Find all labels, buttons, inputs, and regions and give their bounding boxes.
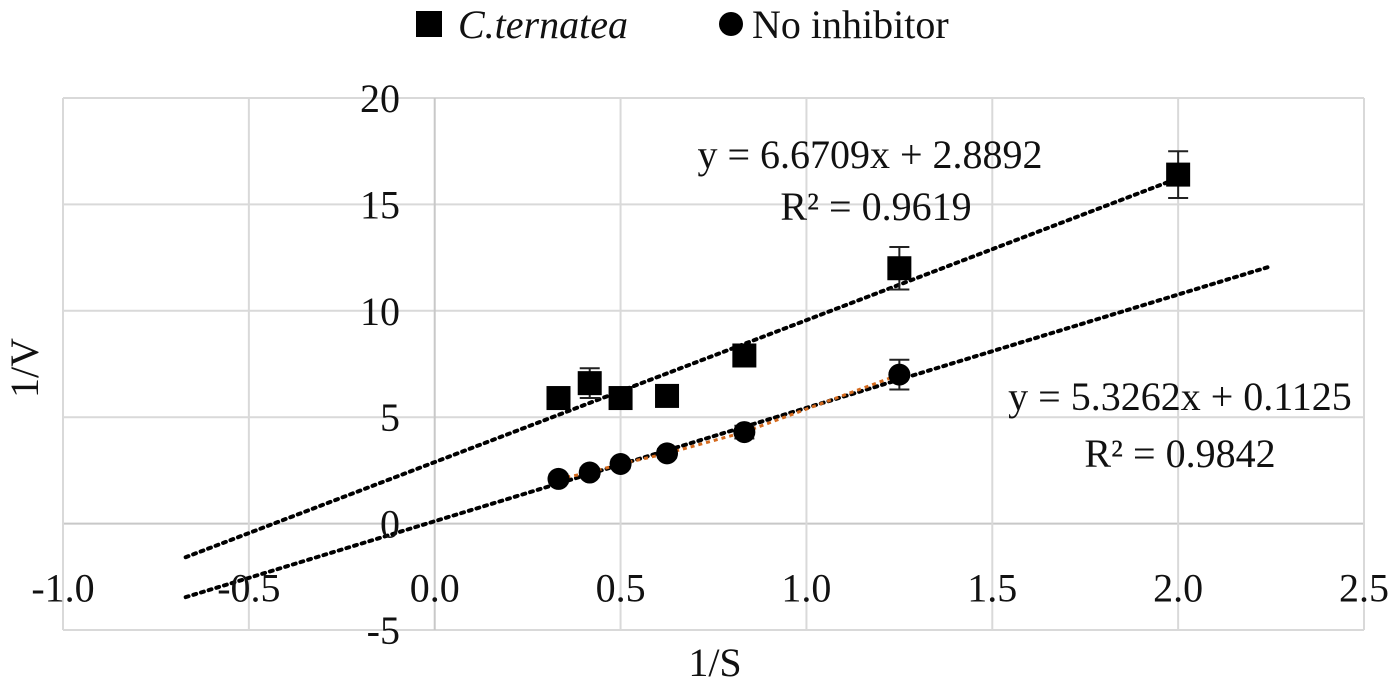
y-axis-title: 1/V	[2, 338, 47, 398]
x-axis-title: 1/S	[688, 640, 741, 685]
trendline-no-inhibitor	[183, 264, 1274, 600]
gridlines	[62, 97, 1365, 631]
x-tick-label: -1.0	[31, 566, 94, 611]
point-c-ternatea	[655, 383, 680, 408]
data-points	[546, 162, 1191, 490]
x-tick-label: 1.5	[967, 566, 1017, 611]
r2-no-inhibitor: R² = 0.9842	[1084, 431, 1275, 476]
point-no-inhibitor	[888, 363, 911, 386]
point-c-ternatea	[577, 371, 602, 396]
x-tick-label: 2.5	[1339, 566, 1389, 611]
point-c-ternatea	[546, 386, 571, 411]
x-tick-label: -0.5	[217, 566, 280, 611]
legend: C.ternatea No inhibitor	[416, 2, 949, 47]
x-tick-label: 0.5	[596, 566, 646, 611]
equation-c-ternatea: y = 6.6709x + 2.8892	[697, 132, 1042, 177]
point-c-ternatea	[732, 343, 757, 368]
point-no-inhibitor	[656, 442, 679, 465]
tick-labels: -5 0 5 10 15 20 -1.0 -0.5 0.0 0.5 1.0 1.5 2.0 2.5	[31, 76, 1389, 653]
y-tick-label: 20	[360, 76, 400, 121]
y-tick-label: 0	[380, 502, 400, 547]
trendline-c-ternatea	[183, 176, 1181, 560]
point-c-ternatea	[608, 386, 633, 411]
legend-marker-no-inhibitor	[719, 12, 743, 36]
legend-marker-c-ternatea	[416, 11, 442, 37]
point-no-inhibitor	[547, 467, 570, 490]
y-tick-label: 15	[360, 182, 400, 227]
y-tick-label: 5	[380, 395, 400, 440]
point-no-inhibitor	[609, 453, 632, 476]
r2-c-ternatea: R² = 0.9619	[780, 184, 971, 229]
point-c-ternatea	[1166, 162, 1191, 187]
trendlines	[183, 176, 1274, 600]
x-tick-label: 1.0	[781, 566, 831, 611]
equation-no-inhibitor: y = 5.3262x + 0.1125	[1008, 374, 1352, 419]
point-no-inhibitor	[733, 421, 756, 444]
y-tick-label: 10	[360, 289, 400, 334]
legend-label-c-ternatea: C.ternatea	[458, 2, 628, 47]
y-tick-label: -5	[367, 608, 400, 653]
point-c-ternatea	[887, 256, 912, 281]
x-tick-label: 2.0	[1153, 566, 1203, 611]
x-tick-label: 0.0	[410, 566, 460, 611]
point-no-inhibitor	[578, 461, 601, 484]
legend-label-no-inhibitor: No inhibitor	[752, 2, 949, 47]
